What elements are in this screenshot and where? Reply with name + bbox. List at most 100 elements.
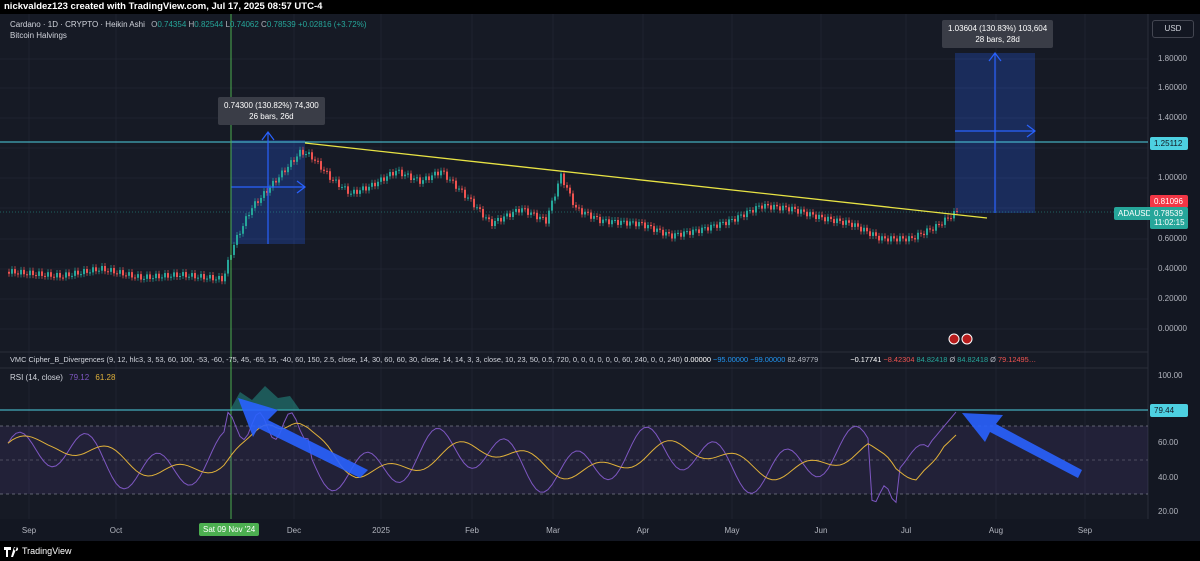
candle-body	[485, 217, 487, 219]
candle-body	[107, 271, 109, 273]
candle-body	[842, 220, 844, 225]
rsi-axis-60: 60.00	[1158, 438, 1179, 447]
candle-body	[794, 206, 796, 210]
candle-body	[128, 272, 130, 276]
candle-body	[521, 208, 523, 213]
annotation-arrow-left[interactable]	[238, 398, 368, 478]
time-axis-label: May	[724, 526, 740, 535]
halving-marker-icon[interactable]	[948, 333, 960, 345]
candle-body	[245, 216, 247, 227]
rsi-legend[interactable]: RSI (14, close) 79.12 61.28	[10, 373, 115, 382]
candle-body	[701, 227, 703, 234]
countdown: 11:02:15	[1154, 218, 1185, 227]
candle-body	[380, 177, 382, 182]
candle-body	[62, 277, 64, 279]
candle-body	[890, 236, 892, 242]
candle-body	[848, 220, 850, 223]
candle-body	[524, 208, 526, 210]
candle-body	[389, 172, 391, 177]
candle-body	[767, 203, 769, 206]
candle-body	[608, 219, 610, 225]
candle-body	[755, 206, 757, 213]
candle-body	[731, 219, 733, 221]
candle-body	[242, 226, 244, 234]
candle-body	[806, 211, 808, 217]
candle-body	[188, 276, 190, 278]
candle-body	[632, 221, 634, 223]
tooltip-left-line2: 26 bars, 26d	[249, 112, 294, 121]
candle-body	[440, 170, 442, 176]
candle-body	[278, 177, 280, 183]
annotation-arrow-right[interactable]	[962, 413, 1082, 478]
vmc-v11: 79.12495…	[997, 355, 1037, 364]
rsi-band	[0, 426, 1148, 494]
candle-body	[119, 270, 121, 274]
candle-body	[29, 270, 31, 276]
rsi-label: RSI (14, close)	[10, 373, 63, 382]
candle-body	[23, 269, 25, 275]
candle-body	[365, 186, 367, 191]
candle-body	[140, 274, 142, 280]
price-axis-label: 0.60000	[1158, 234, 1187, 243]
candle-body	[704, 227, 706, 229]
candle-body	[212, 274, 214, 281]
candle-body	[827, 216, 829, 222]
candle-body	[110, 268, 112, 272]
candle-body	[470, 197, 472, 199]
chart-pane[interactable]	[0, 14, 1148, 519]
candle-body	[824, 217, 826, 222]
candle-body	[596, 216, 598, 218]
candle-body	[665, 232, 667, 236]
candle-body	[956, 211, 958, 213]
vmc-label: VMC Cipher_B_Divergences (9, 12, hlc3, 3…	[10, 355, 683, 364]
candle-body	[281, 170, 283, 178]
high-label: H	[188, 20, 195, 29]
symbol-title: Cardano · 1D · CRYPTO · Heikin Ashi	[10, 20, 145, 29]
candle-body	[497, 217, 499, 221]
candle-body	[269, 187, 271, 193]
candle-body	[38, 271, 40, 276]
candle-body	[683, 231, 685, 237]
currency-button[interactable]: USD	[1152, 20, 1194, 38]
grid	[0, 14, 1148, 519]
candle-body	[419, 177, 421, 184]
level-price-tag: 1.25112	[1150, 137, 1188, 150]
indicator-legend[interactable]: Bitcoin Halvings	[10, 31, 67, 40]
candle-body	[773, 204, 775, 210]
candle-body	[239, 233, 241, 235]
candle-body	[887, 238, 889, 242]
trend-line[interactable]	[304, 142, 988, 219]
candle-body	[776, 204, 778, 207]
candle-body	[542, 216, 544, 218]
candle-body	[923, 233, 925, 236]
halving-marker-icon-2[interactable]	[961, 333, 973, 345]
candle-body	[677, 232, 679, 234]
symbol-legend[interactable]: Cardano · 1D · CRYPTO · Heikin Ashi O0.7…	[10, 20, 366, 29]
candle-body	[761, 205, 763, 209]
candle-body	[815, 214, 817, 219]
candle-body	[401, 169, 403, 177]
tooltip-left-line1: 0.74300 (130.82%) 74,300	[224, 101, 319, 110]
candle-body	[479, 207, 481, 209]
current-price-tag: 0.78539 11:02:15	[1150, 207, 1188, 229]
candle-body	[944, 217, 946, 225]
candle-body	[527, 208, 529, 215]
vmc-v7: 84.82418	[916, 355, 948, 364]
candle-body	[764, 203, 766, 209]
candle-body	[860, 226, 862, 232]
candle-body	[917, 232, 919, 240]
vmc-legend[interactable]: VMC Cipher_B_Divergences (9, 12, hlc3, 3…	[10, 355, 1036, 364]
vmc-v10: Ø	[990, 355, 996, 364]
candle-body	[377, 181, 379, 187]
candle-body	[605, 219, 607, 221]
candle-body	[131, 272, 133, 278]
candle-body	[641, 222, 643, 224]
candle-body	[476, 207, 478, 209]
candle-body	[260, 197, 262, 203]
candle-body	[560, 173, 562, 184]
candle-body	[257, 201, 259, 203]
candle-body	[902, 236, 904, 239]
candle-body	[590, 212, 592, 219]
candle-body	[221, 275, 223, 282]
change-value: +0.02816 (+3.72%)	[297, 20, 367, 29]
